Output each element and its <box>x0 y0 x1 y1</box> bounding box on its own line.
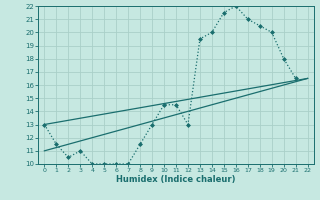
X-axis label: Humidex (Indice chaleur): Humidex (Indice chaleur) <box>116 175 236 184</box>
